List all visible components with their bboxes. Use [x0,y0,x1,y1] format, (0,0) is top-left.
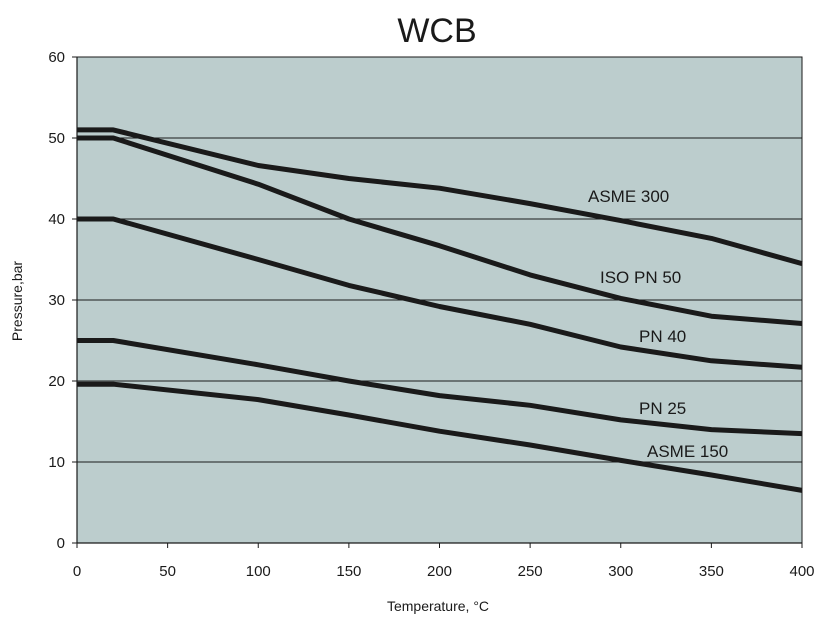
series-label-2: ISO PN 50 [600,268,681,287]
x-tick-label-350: 350 [699,563,724,580]
tick-labels: 0 10 20 30 40 50 60 0 50 100 150 200 250 300 350 400 [48,49,814,580]
x-tick-label-150: 150 [336,563,361,580]
x-tick-label-400: 400 [789,563,814,580]
series-label-4: PN 25 [639,399,686,418]
y-tick-label-60: 60 [48,49,65,66]
y-tick-label-0: 0 [57,535,65,552]
y-tick-label-30: 30 [48,292,65,309]
grid-lines [77,137,802,463]
axes [72,56,803,548]
y-tick-label-40: 40 [48,211,65,228]
y-tick-label-10: 10 [48,454,65,471]
series-label-3: PN 40 [639,327,686,346]
chart-title: WCB [397,12,476,50]
x-tick-label-100: 100 [246,563,271,580]
series-line-2 [77,135,803,326]
y-tick-label-50: 50 [48,130,65,147]
series-line-1 [77,127,803,267]
x-tick-label-300: 300 [608,563,633,580]
x-tick-label-50: 50 [159,563,176,580]
series-line-4 [77,338,803,437]
series-label-5: ASME 150 [647,442,728,461]
y-axis-label: Pressure,bar [9,261,25,341]
x-axis-label: Temperature, °C [387,598,489,614]
y-tick-label-20: 20 [48,373,65,390]
x-tick-label-0: 0 [73,563,81,580]
x-tick-label-250: 250 [518,563,543,580]
x-tick-label-200: 200 [427,563,452,580]
series-lines [77,127,803,493]
series-label-1: ASME 300 [588,187,669,206]
series-line-5 [77,381,803,493]
series-line-3 [77,216,803,370]
series-labels: ASME 300 ISO PN 50 PN 40 PN 25 ASME 150 [588,187,728,461]
